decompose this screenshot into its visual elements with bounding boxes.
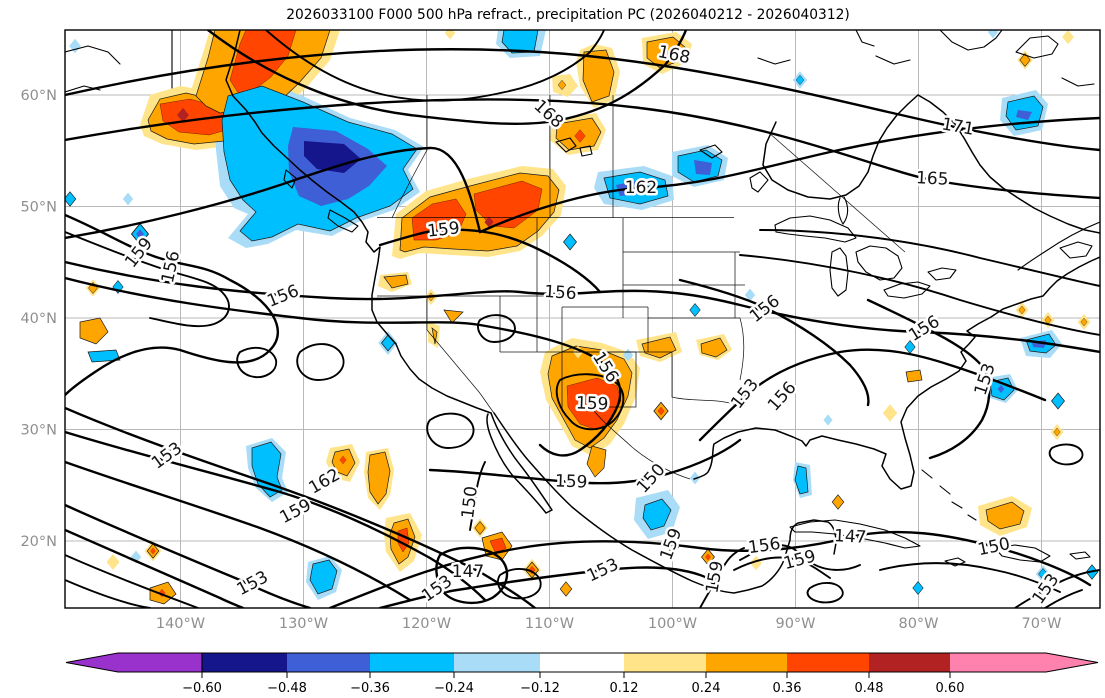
lon-tick: 120°W [402, 616, 451, 632]
lon-tick: 130°W [279, 616, 328, 632]
lat-tick: 60°N [20, 88, 57, 104]
contour-label: 159 [576, 393, 609, 414]
lon-tick: 80°W [898, 616, 938, 632]
lon-tick: 140°W [156, 616, 205, 632]
colorbar-tick-label: 0.60 [936, 681, 965, 696]
contour-label: 156 [543, 282, 577, 304]
colorbar-tick-label: 0.48 [855, 681, 884, 696]
state-borders [377, 95, 906, 480]
colorbar-tick-label: 0.24 [692, 681, 721, 696]
colorbar-tick-label: −0.12 [520, 681, 560, 696]
lon-tick: 90°W [775, 616, 815, 632]
contour-label: 147 [834, 526, 867, 548]
colorbar-tick-label: 0.36 [773, 681, 802, 696]
colorbar-labels: −0.60 −0.48 −0.36 −0.24 −0.12 0.12 0.24 … [182, 681, 964, 696]
contour-label: 165 [916, 168, 949, 190]
lat-tick: 40°N [20, 311, 57, 327]
contour-label: 159 [555, 471, 588, 492]
contour-label: 162 [625, 178, 657, 198]
colorbar-ticks [201, 672, 951, 678]
colorbar-tick-label: −0.36 [350, 681, 390, 696]
colorbar-tick-label: −0.48 [267, 681, 307, 696]
colorbar-tick-label: 0.12 [610, 681, 639, 696]
colorbar-extend-high [950, 653, 1098, 672]
lat-tick: 20°N [20, 534, 57, 550]
lon-tick: 110°W [525, 616, 574, 632]
plot-frame [64, 29, 1101, 609]
lat-tick: 50°N [20, 200, 57, 216]
contour-label: 171 [940, 114, 975, 139]
contour-label: 159 [426, 218, 460, 241]
colorbar-tick-label: −0.60 [182, 681, 222, 696]
lon-tick: 100°W [648, 616, 697, 632]
lat-tick: 30°N [20, 423, 57, 439]
lon-tick: 70°W [1021, 616, 1061, 632]
colorbar-tick-label: −0.24 [434, 681, 474, 696]
coastlines [65, 30, 1100, 594]
contour-lines [65, 30, 1100, 608]
contour-label: 147 [452, 562, 484, 582]
map-area: 168 168 171 165 162 159 159 156 156 156 … [65, 30, 1100, 608]
colorbar-extend-low [66, 653, 202, 672]
colorbar: −0.60 −0.48 −0.36 −0.24 −0.12 0.12 0.24 … [65, 652, 1099, 696]
chart-title: 2026033100 F000 500 hPa refract., precip… [286, 7, 850, 23]
latitude-axis: 60°N 50°N 40°N 30°N 20°N [20, 88, 57, 550]
anomaly-cores [65, 30, 1099, 605]
longitude-axis: 140°W 130°W 120°W 110°W 100°W 90°W 80°W … [156, 616, 1062, 632]
contour-label: 150 [458, 485, 482, 520]
